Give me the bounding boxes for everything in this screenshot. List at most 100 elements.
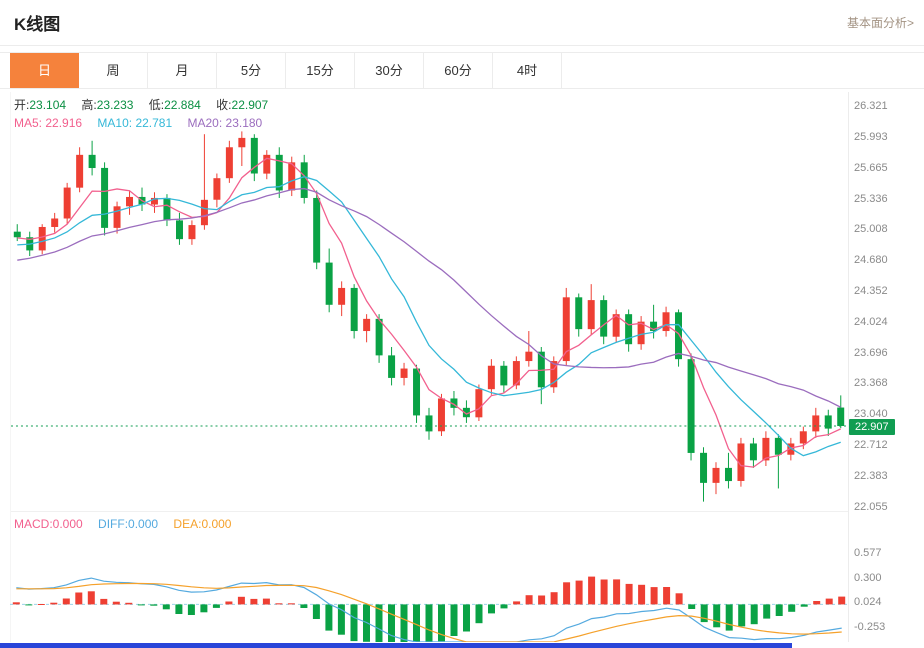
macd-bar [600, 579, 608, 605]
macd-bar [275, 603, 283, 605]
candle-body [13, 231, 21, 238]
macd-bar [187, 604, 195, 615]
tab-30分[interactable]: 30分 [355, 53, 424, 88]
price-axis-label: 23.368 [854, 377, 888, 390]
macd-bar [450, 604, 458, 636]
candlestick-chart[interactable] [10, 92, 848, 512]
tab-周[interactable]: 周 [79, 53, 148, 88]
macd-bar [300, 604, 308, 608]
macd-bar [538, 595, 546, 605]
macd-bar [513, 601, 521, 605]
ma10-group: MA10: 22.781 [97, 116, 172, 130]
macd-bar [763, 604, 771, 619]
candle-body [662, 312, 670, 332]
tab-月[interactable]: 月 [148, 53, 217, 88]
macd-bar [325, 604, 333, 631]
macd-chart[interactable] [10, 540, 848, 642]
ma10-value: 22.781 [135, 116, 173, 130]
candle-body [425, 415, 433, 432]
macd-bar [312, 604, 320, 619]
ma5-label: MA5: [14, 116, 43, 130]
macd-bar [675, 593, 683, 605]
high-label: 高: [81, 98, 97, 112]
dea-group: DEA:0.000 [173, 517, 231, 531]
candle-body [700, 452, 708, 483]
candle-body [462, 407, 470, 418]
macd-bar [525, 595, 533, 605]
macd-bar [838, 596, 846, 605]
macd-bar [663, 587, 671, 605]
candle-body [313, 197, 321, 263]
candle-body [562, 297, 570, 362]
candle-body [200, 199, 208, 226]
macd-bar [250, 598, 258, 605]
macd-bar [725, 604, 733, 631]
ma5-group: MA5: 22.916 [14, 116, 82, 130]
candle-body [225, 147, 233, 179]
candle-body [38, 226, 46, 251]
macd-bar [638, 584, 646, 605]
macd-bar [475, 604, 483, 624]
price-axis-label: 23.040 [854, 408, 888, 421]
candle-body [238, 137, 246, 148]
candle-body [126, 196, 134, 207]
candle-body [737, 443, 745, 481]
candle-body [176, 220, 183, 240]
close-value: 22.907 [231, 98, 269, 112]
low-label: 低: [148, 98, 165, 112]
candle-body [263, 154, 271, 174]
candle-body [749, 443, 757, 461]
low-value: 22.884 [164, 98, 201, 112]
tab-60分[interactable]: 60分 [424, 53, 493, 88]
close-label: 收: [216, 98, 232, 112]
candle-body [363, 318, 371, 332]
fundamental-analysis-link[interactable]: 基本面分析> [846, 16, 914, 30]
candle-body [575, 297, 583, 330]
macd-bar [262, 598, 270, 605]
candle-body [550, 361, 558, 388]
axis-divider [848, 92, 849, 642]
candle-body [88, 154, 96, 169]
candle-body [687, 359, 695, 453]
candle-body [487, 365, 495, 390]
macd-bar [350, 604, 358, 642]
price-axis-label: 25.665 [854, 161, 888, 174]
macd-bar [162, 604, 170, 610]
dea-label: DEA: [173, 517, 202, 531]
candle-body [350, 287, 358, 332]
macd-bar [825, 598, 833, 605]
candle-body [675, 312, 682, 360]
diff-line [16, 577, 842, 642]
page-title: K线图 [14, 15, 61, 34]
price-axis-label: 23.696 [854, 346, 888, 359]
macd-bar [613, 579, 621, 605]
candle-body [325, 262, 333, 305]
tab-5分[interactable]: 5分 [217, 53, 286, 88]
ma20-value: 23.180 [225, 116, 263, 130]
macd-bar [200, 604, 208, 613]
candle-body [375, 318, 383, 356]
candle-body [600, 300, 608, 337]
candle-body [500, 365, 508, 386]
macd-bar [375, 604, 383, 642]
macd-bar [413, 604, 420, 642]
macd-bar [775, 604, 783, 616]
ma5-line [17, 157, 841, 468]
macd-bar [425, 604, 433, 642]
diff-value: 0.000 [128, 517, 159, 531]
macd-bar [25, 604, 33, 606]
candle-body [388, 355, 396, 378]
bottom-blue-bar [0, 643, 792, 648]
macd-bar [237, 596, 245, 605]
macd-bar [212, 604, 220, 608]
macd-bar [550, 592, 558, 605]
tab-15分[interactable]: 15分 [286, 53, 355, 88]
tab-日[interactable]: 日 [10, 53, 79, 88]
macd-group: MACD:0.000 [14, 517, 83, 531]
tab-4时[interactable]: 4时 [493, 53, 562, 88]
candle-body [113, 206, 121, 228]
candle-body [712, 467, 720, 483]
macd-bar [112, 601, 120, 605]
header: K线图 基本面分析> [0, 0, 924, 46]
